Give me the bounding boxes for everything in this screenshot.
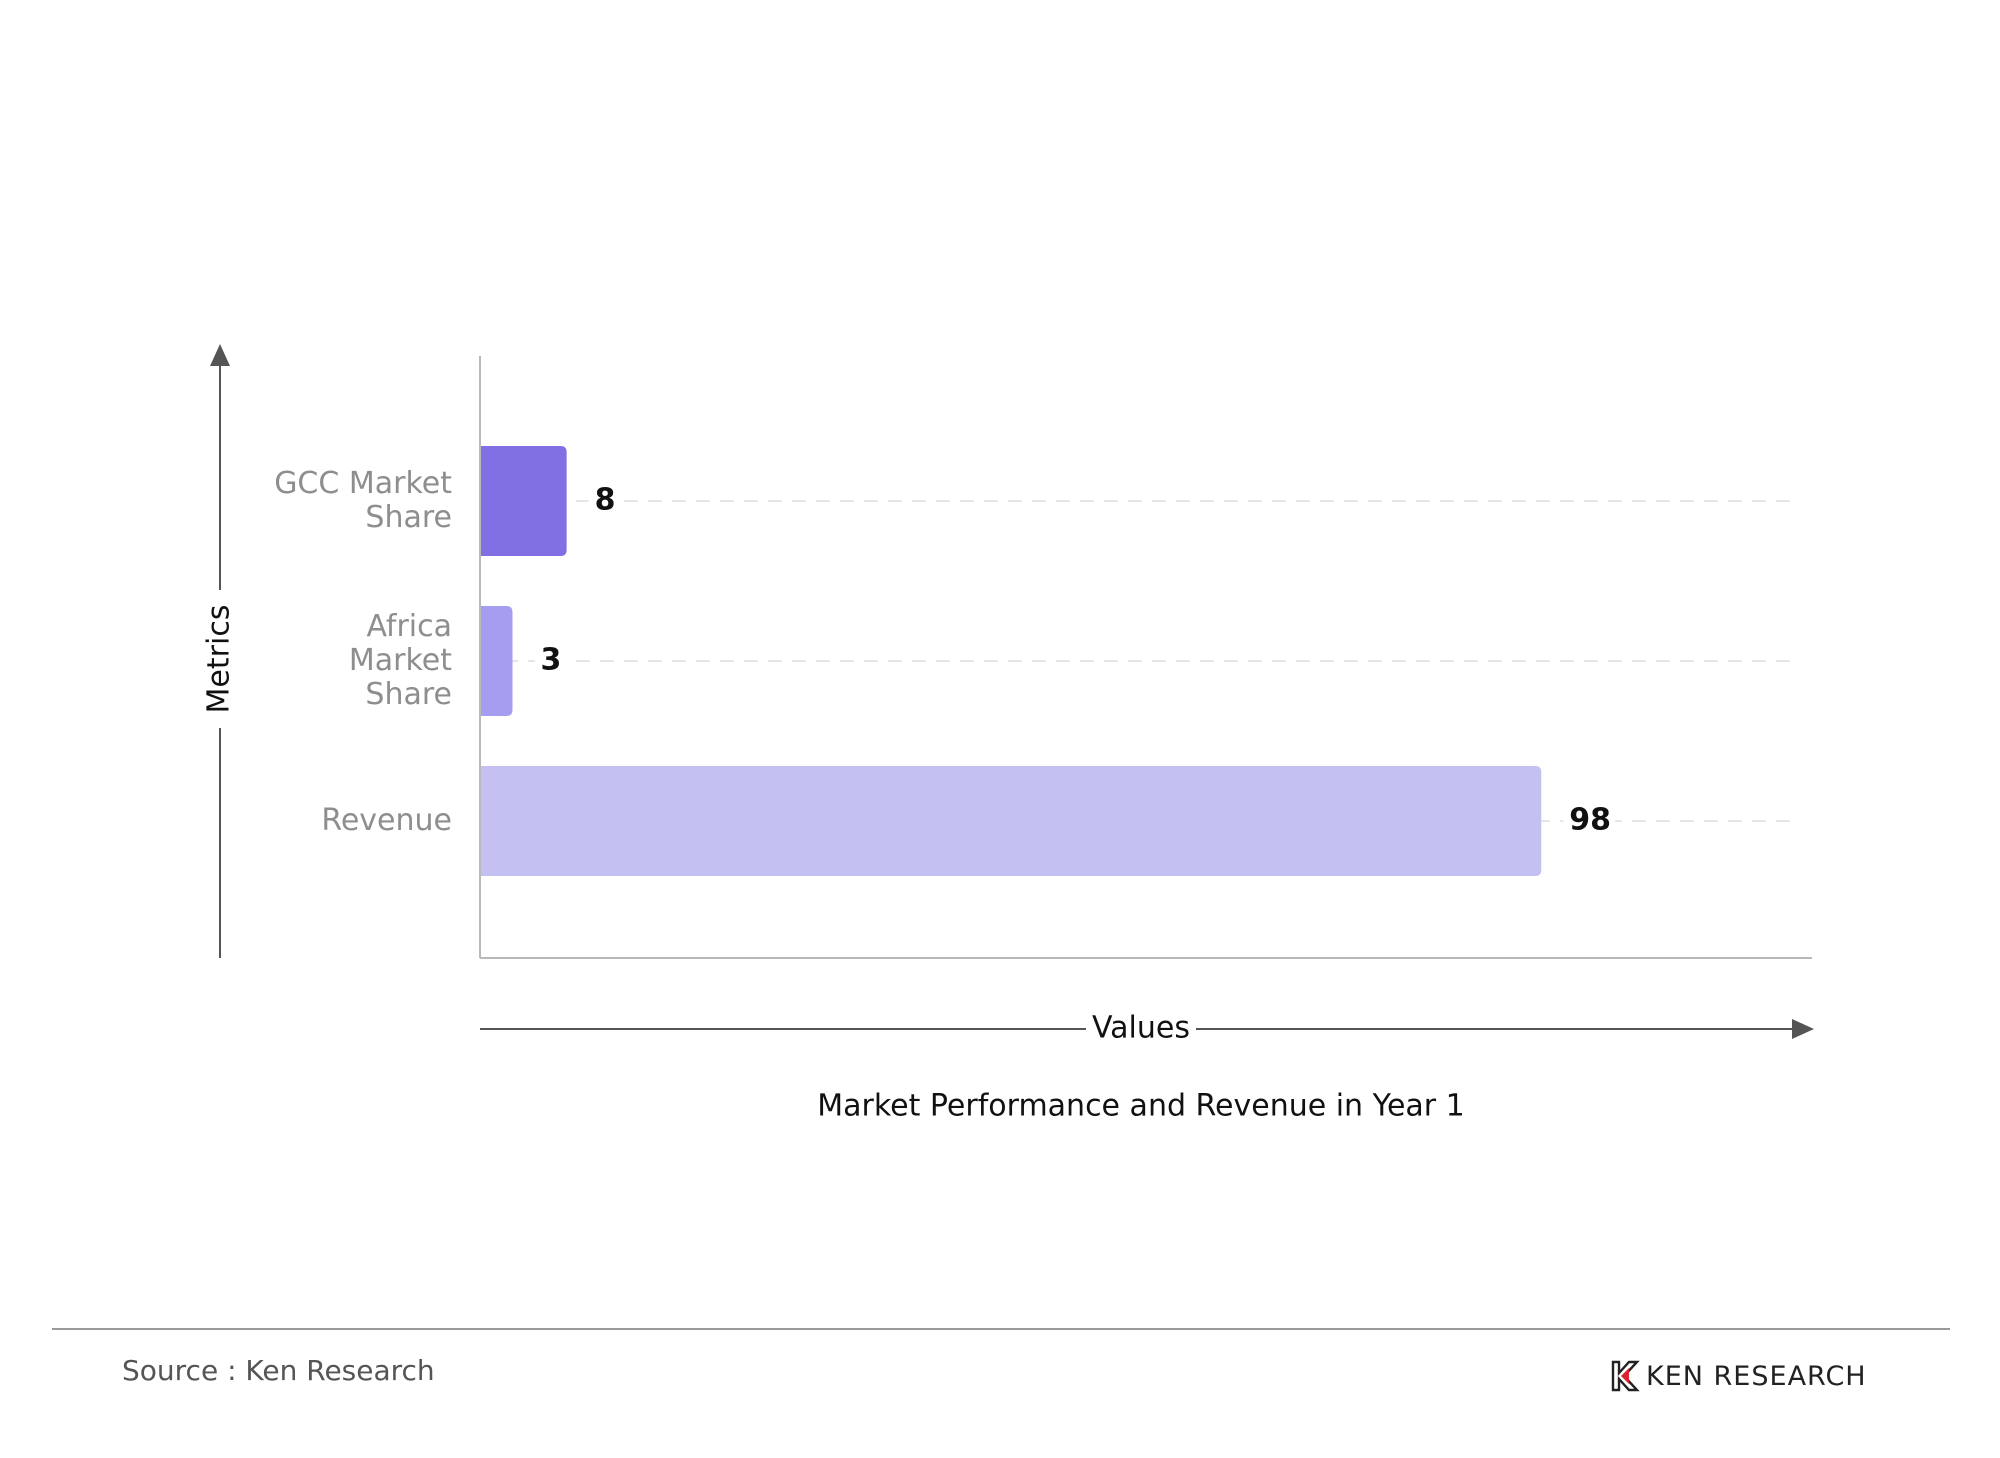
footer-divider [52,1328,1950,1330]
category-label: Africa Market Share [349,609,452,712]
y-axis-title: Metrics [202,605,237,714]
value-label-backdrop [534,641,567,681]
value-label-backdrop [1563,801,1616,841]
chart-title: Market Performance and Revenue in Year 1 [817,1089,1465,1124]
x-axis-arrowhead [1792,1019,1814,1039]
bar-africa-market-share [480,606,513,716]
value-label-backdrop [588,481,621,521]
value-label: 3 [540,643,561,678]
bar-chart: 8 GCC Market Share 3 Africa Market Share 98 Reve… [202,344,1814,1124]
bar-gcc-market-share [480,446,567,556]
logo-text: KEN RESEARCH [1646,1360,1867,1392]
bars [480,446,1542,876]
value-label: 8 [595,483,616,518]
y-axis-arrowhead [210,344,230,366]
value-label: 98 [1569,803,1611,838]
labels: 8 GCC Market Share 3 Africa Market Share 98 Reve… [274,466,1616,841]
source-note: Source : Ken Research [122,1354,435,1387]
category-label: Revenue [321,803,452,838]
x-axis-title: Values [1092,1011,1190,1046]
bar-revenue [480,766,1542,876]
ken-research-logo: KEN RESEARCH [1610,1356,1867,1396]
category-label: GCC Market Share [274,466,452,535]
ken-research-logo-icon [1611,1360,1640,1392]
